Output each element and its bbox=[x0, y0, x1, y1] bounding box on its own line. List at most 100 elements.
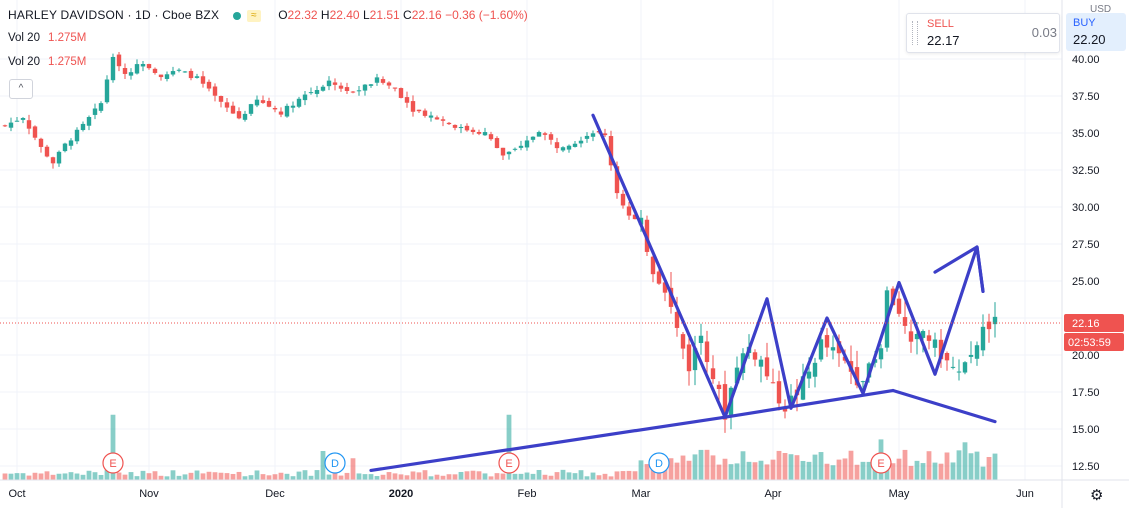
volume-bar bbox=[632, 471, 638, 480]
y-tick-label: 35.00 bbox=[1072, 128, 1100, 140]
candle-body bbox=[302, 94, 308, 101]
volume-legend-1[interactable]: Vol 20 1.275M bbox=[8, 32, 86, 44]
volume-bar bbox=[548, 475, 554, 480]
candle-body bbox=[344, 87, 350, 91]
candle-body bbox=[164, 74, 170, 79]
volume-bar bbox=[14, 473, 20, 480]
volume-bar bbox=[926, 451, 932, 480]
earnings-marker-label: E bbox=[109, 458, 116, 470]
chevron-up-icon: ^ bbox=[18, 83, 24, 94]
candle-body bbox=[92, 108, 98, 115]
gear-icon[interactable]: ⚙ bbox=[1090, 487, 1104, 504]
sell-button[interactable]: SELL 22.17 bbox=[907, 14, 969, 52]
volume-bar bbox=[620, 471, 626, 480]
volume-bar bbox=[890, 463, 896, 480]
symbol-title[interactable]: HARLEY DAVIDSON · 1D · Cboe BZX bbox=[8, 8, 220, 22]
open-value: 22.32 bbox=[287, 8, 318, 22]
volume-bar bbox=[626, 470, 632, 480]
volume-bar bbox=[128, 472, 134, 480]
candle-body bbox=[932, 339, 938, 348]
y-tick-label: 20.00 bbox=[1072, 350, 1100, 362]
volume-bar bbox=[578, 470, 584, 480]
candle-body bbox=[254, 99, 260, 106]
last-price-tag bbox=[1064, 314, 1124, 333]
volume-bar bbox=[824, 463, 830, 480]
volume-bar bbox=[914, 460, 920, 480]
change-value: −0.36 (−1.60%) bbox=[445, 8, 528, 22]
candle-body bbox=[386, 82, 392, 86]
volume-bar bbox=[182, 474, 188, 480]
volume-bar bbox=[200, 473, 206, 480]
volume-bar bbox=[326, 474, 332, 480]
y-tick-label: 15.00 bbox=[1072, 424, 1100, 436]
volume-bar bbox=[812, 454, 818, 480]
candle-body bbox=[704, 341, 710, 363]
candle-body bbox=[650, 256, 656, 275]
volume-bar bbox=[680, 455, 686, 480]
volume-bar bbox=[788, 454, 794, 480]
candle-body bbox=[128, 72, 134, 76]
volume-bar bbox=[404, 475, 410, 480]
volume-bar bbox=[338, 475, 344, 480]
earnings-marker bbox=[498, 452, 520, 474]
volume-bar bbox=[770, 459, 776, 480]
volume-bar bbox=[56, 473, 62, 480]
volume-bar bbox=[614, 471, 620, 480]
candle-body bbox=[332, 82, 338, 85]
candle-body bbox=[26, 120, 32, 129]
volume-bar bbox=[728, 464, 734, 480]
candle-body bbox=[626, 206, 632, 216]
volume-bar bbox=[992, 453, 998, 480]
x-tick-label: Apr bbox=[764, 488, 781, 500]
volume-value: 1.275M bbox=[47, 56, 87, 68]
countdown-tag bbox=[1064, 333, 1124, 352]
buy-button[interactable]: BUY 22.20 bbox=[1066, 13, 1126, 51]
volume-legend-2[interactable]: Vol 20 1.275M bbox=[8, 56, 86, 68]
collapse-legend-button[interactable]: ^ bbox=[9, 79, 33, 99]
candle-body bbox=[338, 85, 344, 89]
low-value: 21.51 bbox=[369, 8, 400, 22]
candle-body bbox=[926, 335, 932, 341]
candle-body bbox=[368, 84, 374, 86]
candle-body bbox=[404, 97, 410, 103]
wave-icon[interactable]: ≈ bbox=[246, 9, 261, 22]
candle-body bbox=[608, 136, 614, 166]
candle-body bbox=[392, 87, 398, 89]
high-value: 22.40 bbox=[329, 8, 360, 22]
candle-body bbox=[110, 56, 116, 81]
volume-bar bbox=[764, 464, 770, 480]
drag-handle-icon[interactable] bbox=[912, 21, 918, 45]
candle-body bbox=[452, 124, 458, 128]
candle-body bbox=[854, 367, 860, 386]
volume-bar bbox=[98, 474, 104, 480]
volume-bar bbox=[512, 473, 518, 480]
candle-body bbox=[56, 151, 62, 164]
candle-body bbox=[434, 117, 440, 120]
volume-bar bbox=[236, 471, 242, 480]
candle-body bbox=[752, 352, 758, 360]
volume-bar bbox=[356, 473, 362, 480]
volume-bar bbox=[260, 474, 266, 480]
candle-body bbox=[116, 54, 122, 67]
volume-bar bbox=[566, 472, 572, 480]
volume-bar bbox=[968, 453, 974, 480]
candle-body bbox=[698, 335, 704, 343]
candle-body bbox=[968, 354, 974, 357]
candle-body bbox=[242, 113, 248, 120]
volume-bar bbox=[716, 464, 722, 480]
volume-bar bbox=[332, 472, 338, 480]
volume-label: Vol 20 bbox=[8, 32, 40, 44]
candle-body bbox=[200, 76, 206, 84]
candle-body bbox=[800, 376, 806, 400]
candle-body bbox=[224, 102, 230, 108]
volume-bar bbox=[86, 470, 92, 480]
candle-body bbox=[158, 74, 164, 78]
candle-body bbox=[860, 381, 866, 383]
volume-bar bbox=[392, 473, 398, 480]
candle-body bbox=[584, 135, 590, 139]
candle-body bbox=[518, 145, 524, 148]
candle-body bbox=[764, 357, 770, 377]
volume-bar bbox=[590, 472, 596, 480]
